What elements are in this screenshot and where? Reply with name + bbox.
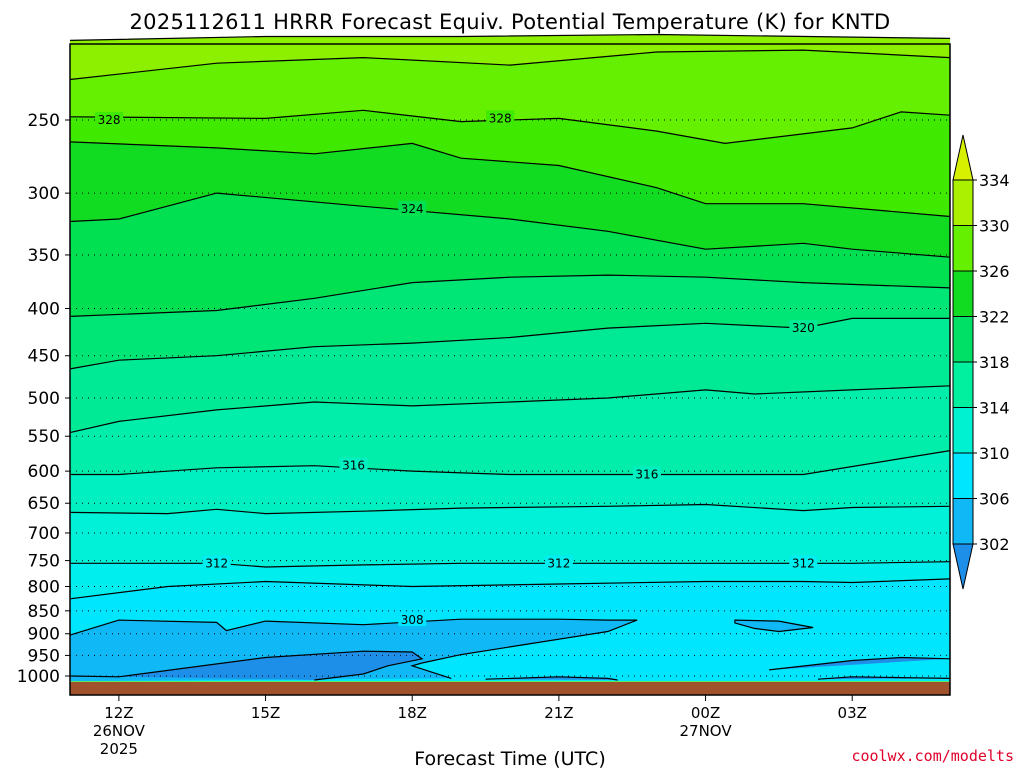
colorbar-box-5 (952, 407, 974, 454)
colorbar-label-318: 318 (979, 353, 1010, 372)
contour-322-5 (69, 274, 951, 317)
contour-label-328: 328 (98, 113, 121, 127)
contour-label-bg (202, 555, 231, 570)
contour-label-bg (398, 200, 427, 215)
y-tick-label-350: 350 (28, 246, 60, 266)
band-fill-308-patch (734, 620, 814, 632)
contour-label-312: 312 (547, 556, 570, 570)
contour-lines (69, 33, 951, 681)
y-tick-label-1000: 1000 (17, 667, 60, 687)
colorbar-label-302: 302 (979, 535, 1010, 554)
colorbar-label-306: 306 (979, 490, 1010, 509)
colorbar-box-7 (952, 498, 974, 545)
color-fill-bands (70, 34, 950, 695)
contour-306-17 (817, 676, 951, 680)
x-tick-label-15Z: 15Z (251, 704, 280, 722)
colorbar: 334 330 326 322 318 314 310 306 302 (952, 134, 1010, 590)
y-axis: 250 300 350 400 450 500 550 600 650 700 750 800 850 9… (17, 111, 70, 687)
colorbar-box-3 (952, 316, 974, 363)
contour-label-bg (95, 112, 124, 126)
contour-label-bg (632, 466, 661, 481)
band-fill-306-16 (769, 657, 950, 670)
colorbar-label-310: 310 (979, 444, 1010, 463)
colorbar-box-1 (952, 225, 974, 272)
x-tick-sublabel2: 2025 (100, 740, 138, 758)
contour-label-312: 312 (792, 556, 815, 570)
colorbar-box-2 (952, 270, 974, 317)
y-tick-label-400: 400 (28, 300, 60, 320)
contour-labels: 328 328 324 320 316 316 312 312 312 308 (95, 110, 818, 627)
colorbar-box-4 (952, 361, 974, 408)
y-tick-label-250: 250 (28, 111, 60, 131)
colorbar-label-314: 314 (979, 399, 1010, 418)
contour-label-328: 328 (489, 111, 512, 125)
colorbar-top-arrow (952, 134, 974, 181)
credit-text: coolwx.com/modelts (851, 747, 1014, 765)
contour-label-316: 316 (342, 459, 365, 473)
y-tick-label-650: 650 (28, 494, 60, 514)
surface-fill (70, 682, 950, 695)
colorbar-bottom-arrow (952, 543, 974, 590)
y-tick-label-600: 600 (28, 462, 60, 482)
contour-308-13 (734, 619, 814, 633)
contour-label-316: 316 (635, 467, 658, 481)
y-tick-label-550: 550 (28, 427, 60, 447)
chart-title: 2025112611 HRRR Forecast Equiv. Potentia… (130, 10, 891, 34)
contour-306-14 (69, 650, 424, 681)
band-fill-306-15 (485, 676, 618, 680)
x-tick-label-03Z: 03Z (838, 704, 867, 722)
contour-label-320: 320 (792, 321, 815, 335)
contour-318-7 (69, 385, 951, 434)
contour-310-11 (69, 578, 951, 600)
colorbar-box-6 (952, 452, 974, 499)
x-tick-label-21Z: 21Z (544, 704, 573, 722)
colorbar-label-322: 322 (979, 308, 1010, 327)
contour-312-10 (70, 561, 951, 568)
y-tick-label-450: 450 (28, 347, 60, 367)
colorbar-label-326: 326 (979, 262, 1010, 281)
surface-ground (70, 682, 950, 695)
contour-label-bg (544, 555, 573, 570)
x-tick-sublabel: 26NOV (93, 722, 146, 740)
x-tick-sublabel: 27NOV (679, 722, 732, 740)
contour-label-bg (398, 612, 427, 627)
contour-330-1 (69, 49, 951, 81)
y-tick-label-750: 750 (28, 552, 60, 572)
colorbar-box-0 (952, 179, 974, 226)
x-axis-title: Forecast Time (UTC) (414, 748, 605, 768)
band-fill-306-14 (70, 651, 422, 680)
contour-label-bg (789, 320, 818, 335)
contour-328-2 (69, 109, 951, 145)
plot-frame (69, 43, 951, 696)
contour-316-8 (70, 450, 951, 476)
y-tick-label-300: 300 (28, 184, 60, 204)
y-tick-label-850: 850 (28, 602, 60, 622)
y-tick-label-800: 800 (28, 578, 60, 598)
contour-332-0 (69, 33, 951, 41)
contour-label-324: 324 (401, 202, 424, 216)
contour-320-6 (69, 317, 950, 370)
x-tick-label-12Z: 12Z (104, 704, 133, 722)
contour-306-15 (485, 676, 618, 681)
contour-label-312: 312 (205, 556, 228, 570)
y-tick-label-950: 950 (28, 646, 60, 666)
y-tick-label-700: 700 (28, 524, 60, 544)
contour-308-12 (69, 618, 638, 679)
contour-label-308: 308 (401, 613, 424, 627)
y-tick-label-500: 500 (28, 389, 60, 409)
x-tick-label-18Z: 18Z (398, 704, 427, 722)
contour-label-bg (486, 110, 515, 125)
contour-314-9 (69, 503, 951, 515)
x-tick-label-00Z: 00Z (691, 704, 720, 722)
contour-306-16 (769, 656, 951, 671)
contour-324-4 (69, 192, 951, 258)
colorbar-label-330: 330 (979, 217, 1010, 236)
contour-label-bg (339, 457, 368, 472)
y-tick-label-900: 900 (28, 625, 60, 645)
colorbar-label-334: 334 (979, 171, 1010, 190)
contour-326-3 (69, 141, 951, 218)
contour-label-bg (789, 555, 818, 570)
